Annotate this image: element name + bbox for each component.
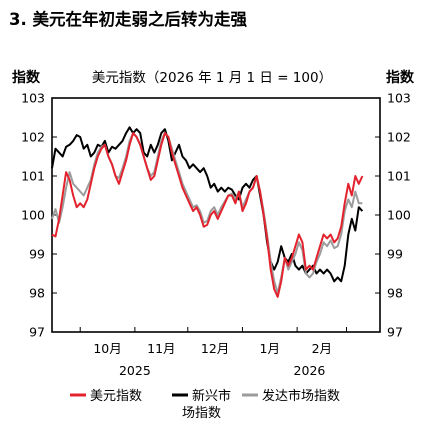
x-axis-labels: 10月 11月 12月 1月 2月 2025 2026 [93, 341, 332, 378]
y-tick-label-left: 101 [21, 169, 45, 184]
legend: 美元指数 新兴市 场指数 发达市场指数 [70, 388, 340, 421]
legend-label-usd: 美元指数 [90, 389, 142, 404]
y-tick-label-left: 100 [21, 208, 45, 223]
y-tick-label-left: 98 [29, 286, 45, 301]
x-tick-label: 1月 [260, 341, 280, 356]
y-tick-label-left: 99 [29, 247, 45, 262]
y-tick-label-right: 99 [387, 247, 403, 262]
y-tick-label-right: 101 [387, 169, 411, 184]
x-tick-label: 2月 [312, 341, 332, 356]
legend-label-em-line1: 新兴市 [192, 388, 231, 404]
series-lines [51, 126, 364, 298]
x-tick-label: 11月 [147, 341, 175, 356]
figure-title: 3. 美元在年初走弱之后转为走强 [9, 9, 247, 29]
legend-label-adv: 发达市场指数 [262, 388, 340, 404]
y-axis-title-left: 指数 [12, 69, 41, 86]
legend-label-em-line2: 场指数 [182, 406, 221, 421]
axes: 97 97 98 98 99 99 100 100 101 101 102 102 103 103 [21, 91, 411, 340]
y-tick-label-left: 102 [21, 130, 45, 145]
y-tick-label-right: 102 [387, 130, 411, 145]
x-year-label: 2026 [294, 363, 326, 378]
x-tick-label: 10月 [93, 341, 121, 356]
y-tick-label-right: 103 [387, 91, 411, 106]
y-tick-label-right: 98 [387, 286, 403, 301]
y-axis-title-right: 指数 [386, 69, 415, 86]
y-tick-label-right: 97 [387, 325, 403, 340]
y-tick-label-left: 103 [21, 91, 45, 106]
series-line-usd [51, 132, 364, 298]
y-tick-label-left: 97 [29, 325, 45, 340]
chart-subtitle: 美元指数（2026 年 1 月 1 日 = 100） [92, 70, 332, 86]
x-tick-label: 12月 [201, 341, 229, 356]
y-tick-label-right: 100 [387, 208, 411, 223]
x-year-label: 2025 [119, 363, 151, 378]
